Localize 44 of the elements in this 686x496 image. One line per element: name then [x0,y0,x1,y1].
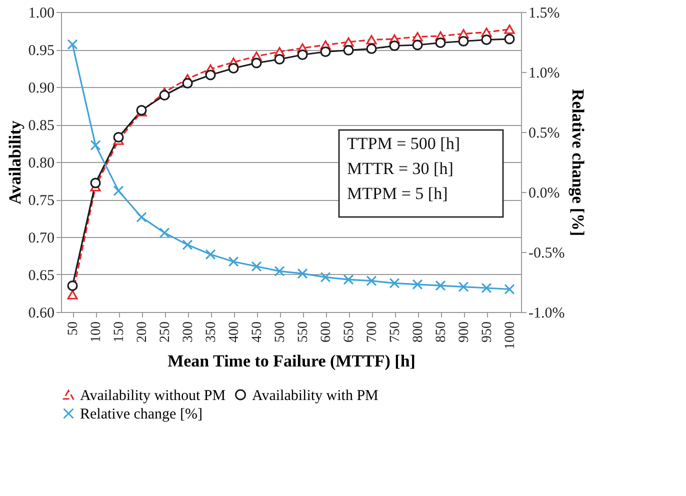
y-axis-title: Availability [5,120,24,204]
x-tick-label: 750 [388,322,403,342]
x-tick-label: 950 [480,322,495,342]
x-tick-label: 800 [411,322,426,342]
x-tick-label: 450 [250,322,265,342]
y2-tick-label: 1.0% [528,66,560,82]
y2-tick-label: -0.5% [528,246,565,262]
y-tick-label: 0.95 [28,43,54,59]
x-tick-label: 400 [227,322,242,342]
x-tick-label: 300 [181,322,196,342]
y2-axis-title: Relative change [%] [568,88,588,236]
y-tick-label: 0.75 [28,193,54,209]
x-tick-label: 200 [135,322,150,342]
x-tick-label: 600 [319,322,334,342]
x-tick-label: 700 [365,322,380,342]
y-tick-label: 1.00 [28,6,54,22]
x-tick-label: 100 [89,322,104,342]
y-tick-label: 0.85 [28,118,54,134]
y2-tick-label: 1.5% [528,6,560,22]
y-tick-label: 0.60 [28,306,54,322]
y2-tick-label: 0.5% [528,126,560,142]
annotation: MTTR = 30 [h] [347,159,454,178]
x-tick-label: 250 [158,322,173,342]
x-axis-title: Mean Time to Failure (MTTF) [h] [168,352,416,370]
annotation: TTPM = 500 [h] [347,134,460,153]
x-tick-label: 500 [273,322,288,342]
y-tick-label: 0.80 [28,156,54,172]
x-tick-label: 650 [342,322,357,342]
y-tick-label: 0.70 [28,230,54,246]
annotation: MTPM = 5 [h] [347,184,448,203]
y-tick-label: 0.90 [28,80,54,96]
x-tick-label: 50 [66,322,81,336]
x-tick-label: 550 [296,322,311,342]
x-tick-label: 1000 [503,322,518,350]
y2-tick-label: -1.0% [528,306,565,322]
x-tick-label: 150 [112,322,127,342]
y2-tick-label: 0.0% [528,186,560,202]
x-tick-label: 850 [434,322,449,342]
x-tick-label: 900 [457,322,472,342]
legend-label: Availability without PM [80,388,226,404]
y-tick-label: 0.65 [28,268,54,284]
legend-label: Relative change [%] [80,406,202,422]
legend-label: Availability with PM [252,388,378,404]
x-tick-label: 350 [204,322,219,342]
